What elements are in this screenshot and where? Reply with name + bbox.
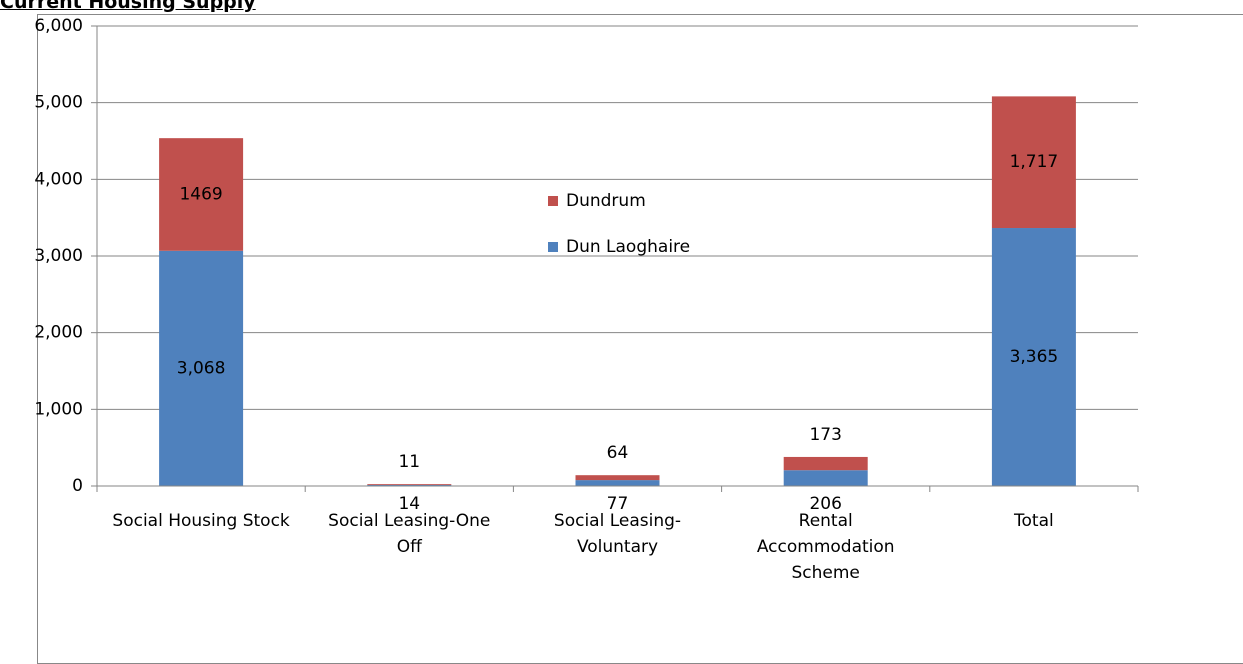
- chart-title: Current Housing Supply: [0, 0, 256, 13]
- x-tick-label: Total: [1014, 511, 1054, 531]
- data-label: 206: [809, 494, 841, 514]
- x-tick-label: Rental Accommodation Scheme: [756, 511, 895, 583]
- legend-label: Dundrum: [566, 191, 646, 211]
- data-label: 64: [607, 443, 629, 463]
- x-tick-label: Social Leasing-One Off: [328, 511, 491, 557]
- x-tick-label: Social Housing Stock: [112, 511, 290, 531]
- y-tick-label: 4,000: [34, 169, 83, 189]
- data-label: 3,365: [1010, 347, 1059, 367]
- bar-segment: [783, 470, 868, 486]
- bar-segment: [159, 138, 244, 251]
- bar-segment: [159, 250, 244, 486]
- data-label: 1,717: [1010, 152, 1059, 172]
- legend-swatch: [548, 196, 558, 206]
- data-label: 14: [398, 494, 420, 514]
- legend-swatch: [548, 242, 558, 252]
- bar-segment: [783, 456, 868, 471]
- data-label: 173: [809, 425, 841, 445]
- legend-label: Dun Laoghaire: [566, 237, 690, 257]
- y-tick-label: 6,000: [34, 16, 83, 36]
- y-tick-label: 1,000: [34, 399, 83, 419]
- bar-segment: [367, 484, 452, 485]
- data-label: 1469: [179, 184, 222, 204]
- bar-segment: [575, 480, 660, 486]
- y-tick-label: 0: [72, 476, 83, 496]
- bar-segment: [575, 475, 660, 481]
- data-label: 3,068: [177, 358, 226, 378]
- y-tick-label: 5,000: [34, 93, 83, 113]
- data-label: 77: [607, 494, 629, 514]
- bar-segment: [991, 228, 1076, 486]
- data-label: 11: [398, 452, 420, 472]
- bar-segment: [991, 96, 1076, 229]
- bar-segment: [367, 484, 452, 486]
- x-tick-label: Social Leasing-Voluntary: [553, 511, 682, 557]
- y-tick-label: 2,000: [34, 323, 83, 343]
- y-tick-label: 3,000: [34, 246, 83, 266]
